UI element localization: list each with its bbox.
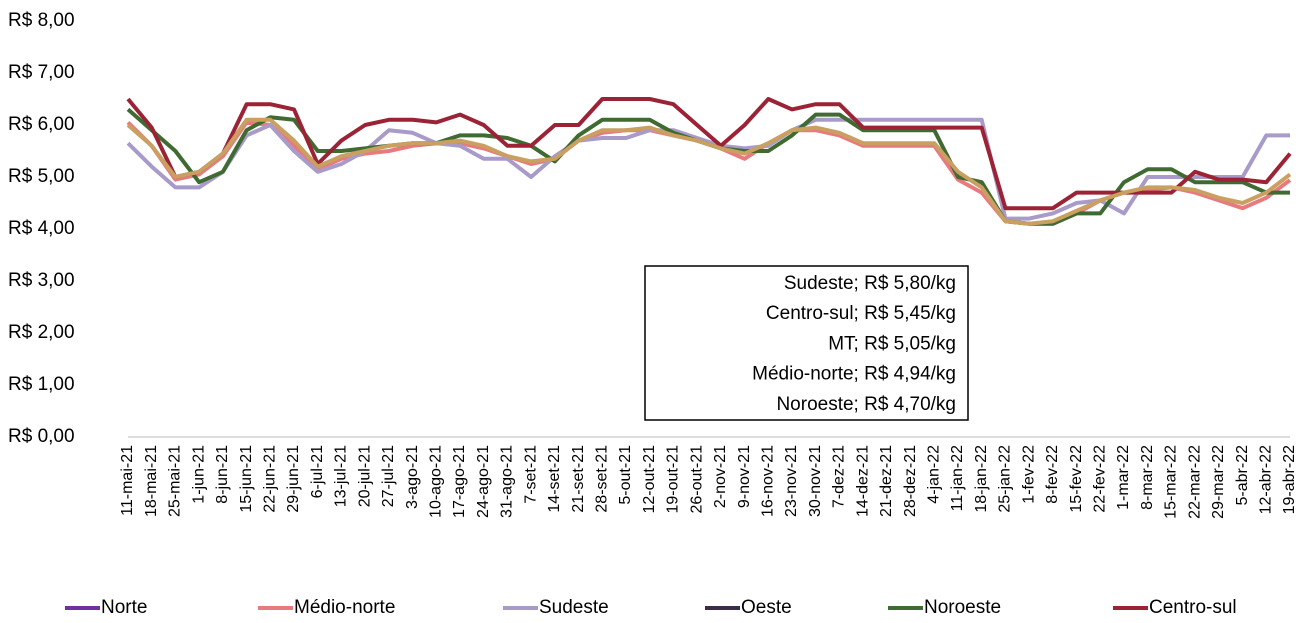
y-tick-label: R$ 8,00 xyxy=(8,10,75,31)
x-tick-label: 10-ago-21 xyxy=(428,445,445,518)
y-tick-label: R$ 2,00 xyxy=(8,322,75,343)
x-tick-label: 28-dez-21 xyxy=(902,445,919,517)
x-tick-label: 22-jun-21 xyxy=(262,445,279,513)
x-tick-label: 5-out-21 xyxy=(617,445,634,505)
annotation-text: Centro-sul; R$ 5,45/kg xyxy=(766,303,956,324)
y-tick-label: R$ 0,00 xyxy=(8,426,75,447)
x-tick-label: 8-fev-22 xyxy=(1044,445,1061,504)
x-tick-label: 22-fev-22 xyxy=(1092,445,1109,513)
x-tick-label: 8-mar-22 xyxy=(1139,445,1156,510)
y-tick-label: R$ 1,00 xyxy=(8,374,75,395)
legend-label: Sudeste xyxy=(539,597,609,618)
annotation-text: Noroeste; R$ 4,70/kg xyxy=(776,394,956,415)
x-tick-label: 1-jun-21 xyxy=(190,445,207,504)
x-tick-label: 14-dez-21 xyxy=(854,445,871,517)
annotation-text: Médio-norte; R$ 4,94/kg xyxy=(752,364,956,385)
annotation-box xyxy=(644,265,969,421)
x-tick-label: 31-ago-21 xyxy=(499,445,516,518)
x-tick-label: 28-set-21 xyxy=(594,445,611,513)
x-tick-label: 4-jan-22 xyxy=(926,445,943,504)
x-tick-label: 25-jan-22 xyxy=(997,445,1014,513)
annotation-text: MT; R$ 5,05/kg xyxy=(828,333,956,354)
x-tick-label: 22-mar-22 xyxy=(1186,445,1203,519)
x-tick-label: 21-dez-21 xyxy=(878,445,895,517)
x-tick-label: 27-jul-21 xyxy=(380,445,397,507)
x-tick-label: 15-fev-22 xyxy=(1068,445,1085,513)
x-tick-label: 1-fev-22 xyxy=(1020,445,1037,504)
x-tick-label: 12-out-21 xyxy=(641,445,658,514)
x-tick-label: 13-jul-21 xyxy=(333,445,350,507)
legend-label: Oeste xyxy=(741,597,792,618)
x-tick-label: 26-out-21 xyxy=(688,445,705,514)
x-tick-label: 24-ago-21 xyxy=(475,445,492,518)
y-tick-label: R$ 5,00 xyxy=(8,166,75,187)
y-tick-label: R$ 7,00 xyxy=(8,62,75,83)
x-tick-label: 9-nov-21 xyxy=(736,445,753,508)
x-tick-label: 29-jun-21 xyxy=(285,445,302,513)
x-tick-label: 14-set-21 xyxy=(546,445,563,513)
x-tick-label: 1-mar-22 xyxy=(1115,445,1132,510)
x-tick-label: 15-jun-21 xyxy=(238,445,255,513)
x-tick-label: 20-jul-21 xyxy=(356,445,373,507)
legend-label: Médio-norte xyxy=(294,597,395,618)
y-tick-label: R$ 6,00 xyxy=(8,114,75,135)
x-tick-label: 18-jan-22 xyxy=(973,445,990,513)
x-tick-label: 5-abr-22 xyxy=(1234,445,1251,506)
x-tick-label: 3-ago-21 xyxy=(404,445,421,509)
x-tick-label: 19-abr-22 xyxy=(1281,445,1298,514)
x-tick-label: 17-ago-21 xyxy=(451,445,468,518)
x-tick-label: 25-mai-21 xyxy=(167,445,184,517)
x-tick-label: 16-nov-21 xyxy=(760,445,777,517)
series-line xyxy=(126,97,1292,211)
x-tick-label: 8-jun-21 xyxy=(214,445,231,504)
x-tick-label: 30-nov-21 xyxy=(807,445,824,517)
x-tick-label: 7-dez-21 xyxy=(831,445,848,508)
legend-label: Noroeste xyxy=(924,597,1001,618)
legend-label: Norte xyxy=(101,597,147,618)
annotation-text: Sudeste; R$ 5,80/kg xyxy=(784,273,956,294)
x-tick-label: 11-mai-21 xyxy=(119,445,136,516)
x-tick-label: 11-jan-22 xyxy=(949,445,966,512)
x-tick-label: 7-set-21 xyxy=(522,445,539,504)
x-tick-label: 6-jul-21 xyxy=(309,445,326,498)
x-tick-label: 29-mar-22 xyxy=(1210,445,1227,519)
x-tick-label: 21-set-21 xyxy=(570,445,587,513)
y-tick-label: R$ 4,00 xyxy=(8,218,75,239)
x-tick-label: 2-nov-21 xyxy=(712,445,729,508)
x-tick-label: 23-nov-21 xyxy=(783,445,800,517)
x-tick-label: 15-mar-22 xyxy=(1163,445,1180,519)
x-tick-label: 18-mai-21 xyxy=(143,445,160,517)
legend-label: Centro-sul xyxy=(1149,597,1237,618)
x-tick-label: 19-out-21 xyxy=(665,445,682,514)
y-tick-label: R$ 3,00 xyxy=(8,270,75,291)
series-line xyxy=(126,117,1292,226)
x-tick-label: 12-abr-22 xyxy=(1258,445,1275,514)
